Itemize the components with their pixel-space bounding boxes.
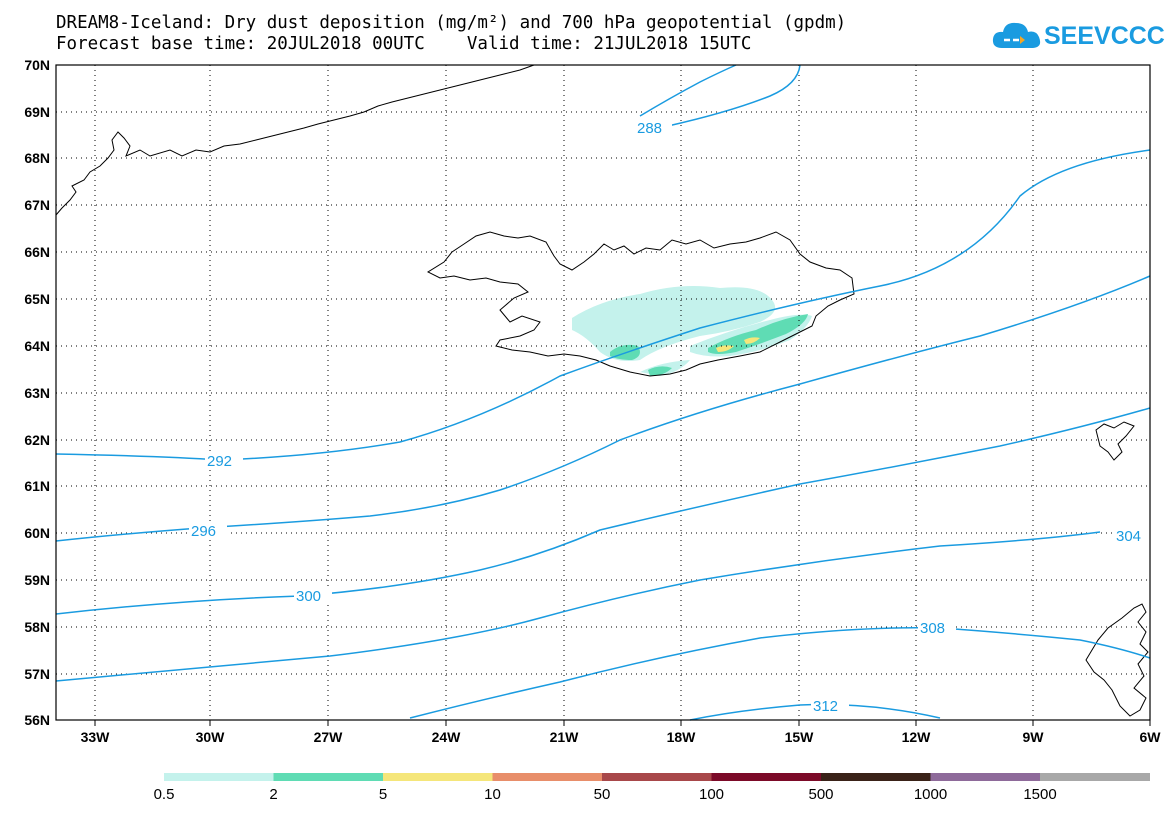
colorbar-label: 5 <box>379 786 387 803</box>
lon-label: 9W <box>1023 729 1045 745</box>
colorbar-segment <box>1040 773 1150 781</box>
map-frame <box>55 64 1151 721</box>
contour-label-292: 292 <box>207 453 232 470</box>
lon-label: 30W <box>196 729 226 745</box>
contour-label-304: 304 <box>1116 528 1141 545</box>
lon-label: 24W <box>432 729 462 745</box>
contour-300 <box>55 407 1151 615</box>
colorbar-label: 1500 <box>1023 786 1056 803</box>
lat-label: 63N <box>24 385 50 401</box>
colorbar-label: 100 <box>699 786 724 803</box>
colorbar-label: 1000 <box>914 786 947 803</box>
contour-label-288: 288 <box>637 120 662 137</box>
colorbar-segment <box>164 773 274 781</box>
contour-288-b <box>667 64 801 127</box>
lat-label: 58N <box>24 619 50 635</box>
contour-312 <box>689 703 941 721</box>
lat-lon-gridlines <box>56 65 1150 720</box>
greenland-coast <box>55 64 535 216</box>
contour-308 <box>409 626 1151 719</box>
lat-label: 61N <box>24 478 50 494</box>
lat-label: 66N <box>24 244 50 260</box>
longitude-labels: 33W 30W 27W 24W 21W 18W 15W 12W 9W 6W <box>81 729 1162 745</box>
dust-deposition-shading <box>572 286 812 376</box>
lat-label: 57N <box>24 666 50 682</box>
colorbar-label: 10 <box>484 786 501 803</box>
contour-label-300: 300 <box>296 588 321 605</box>
logo-text: SEEVCCC <box>1044 22 1165 50</box>
colorbar-label: 0.5 <box>154 786 175 803</box>
contour-label-296: 296 <box>191 523 216 540</box>
colorbar-segment <box>273 773 383 781</box>
lon-label: 6W <box>1140 729 1162 745</box>
axis-ticks <box>94 720 1151 726</box>
lon-label: 12W <box>902 729 932 745</box>
cloud-icon <box>992 22 1041 48</box>
colorbar-segment <box>602 773 712 781</box>
latitude-labels: 70N 69N 68N 67N 66N 65N 64N 63N 62N 61N … <box>24 57 50 728</box>
colorbar-segment <box>821 773 931 781</box>
colorbar-segment <box>383 773 493 781</box>
geopotential-contours <box>55 64 1151 721</box>
lat-label: 60N <box>24 525 50 541</box>
colorbar-segment <box>930 773 1040 781</box>
colorbar-label: 50 <box>594 786 611 803</box>
lat-label: 69N <box>24 104 50 120</box>
contour-304 <box>55 531 1101 682</box>
contour-label-312: 312 <box>813 698 838 715</box>
colorbar: 0.5 2 5 10 50 100 500 1000 1500 <box>154 773 1150 803</box>
seevccc-logo: SEEVCCC <box>990 18 1165 58</box>
lat-label: 64N <box>24 338 50 354</box>
map-title: DREAM8-Iceland: Dry dust deposition (mg/… <box>56 13 847 33</box>
lon-label: 21W <box>550 729 580 745</box>
faroe-islands-coast <box>1095 421 1135 461</box>
scotland-coast <box>1085 603 1149 717</box>
contour-label-308: 308 <box>920 620 945 637</box>
iceland-coast <box>426 231 855 377</box>
contour-288-a <box>639 64 737 117</box>
lon-label: 15W <box>785 729 815 745</box>
lat-label: 68N <box>24 150 50 166</box>
contour-labels: 288 292 296 300 304 308 312 <box>189 118 1150 715</box>
coastlines <box>55 64 1149 717</box>
lat-label: 62N <box>24 432 50 448</box>
colorbar-segment <box>492 773 602 781</box>
contour-292 <box>55 149 1151 461</box>
colorbar-segment <box>711 773 821 781</box>
forecast-time-subtitle: Forecast base time: 20JUL2018 00UTC Vali… <box>56 34 752 54</box>
lon-label: 18W <box>667 729 697 745</box>
lat-label: 56N <box>24 712 50 728</box>
colorbar-label: 2 <box>269 786 277 803</box>
lon-label: 33W <box>81 729 111 745</box>
colorbar-label: 500 <box>808 786 833 803</box>
lat-label: 65N <box>24 291 50 307</box>
lat-label: 70N <box>24 57 50 73</box>
lat-label: 59N <box>24 572 50 588</box>
lat-label: 67N <box>24 197 50 213</box>
lon-label: 27W <box>314 729 344 745</box>
